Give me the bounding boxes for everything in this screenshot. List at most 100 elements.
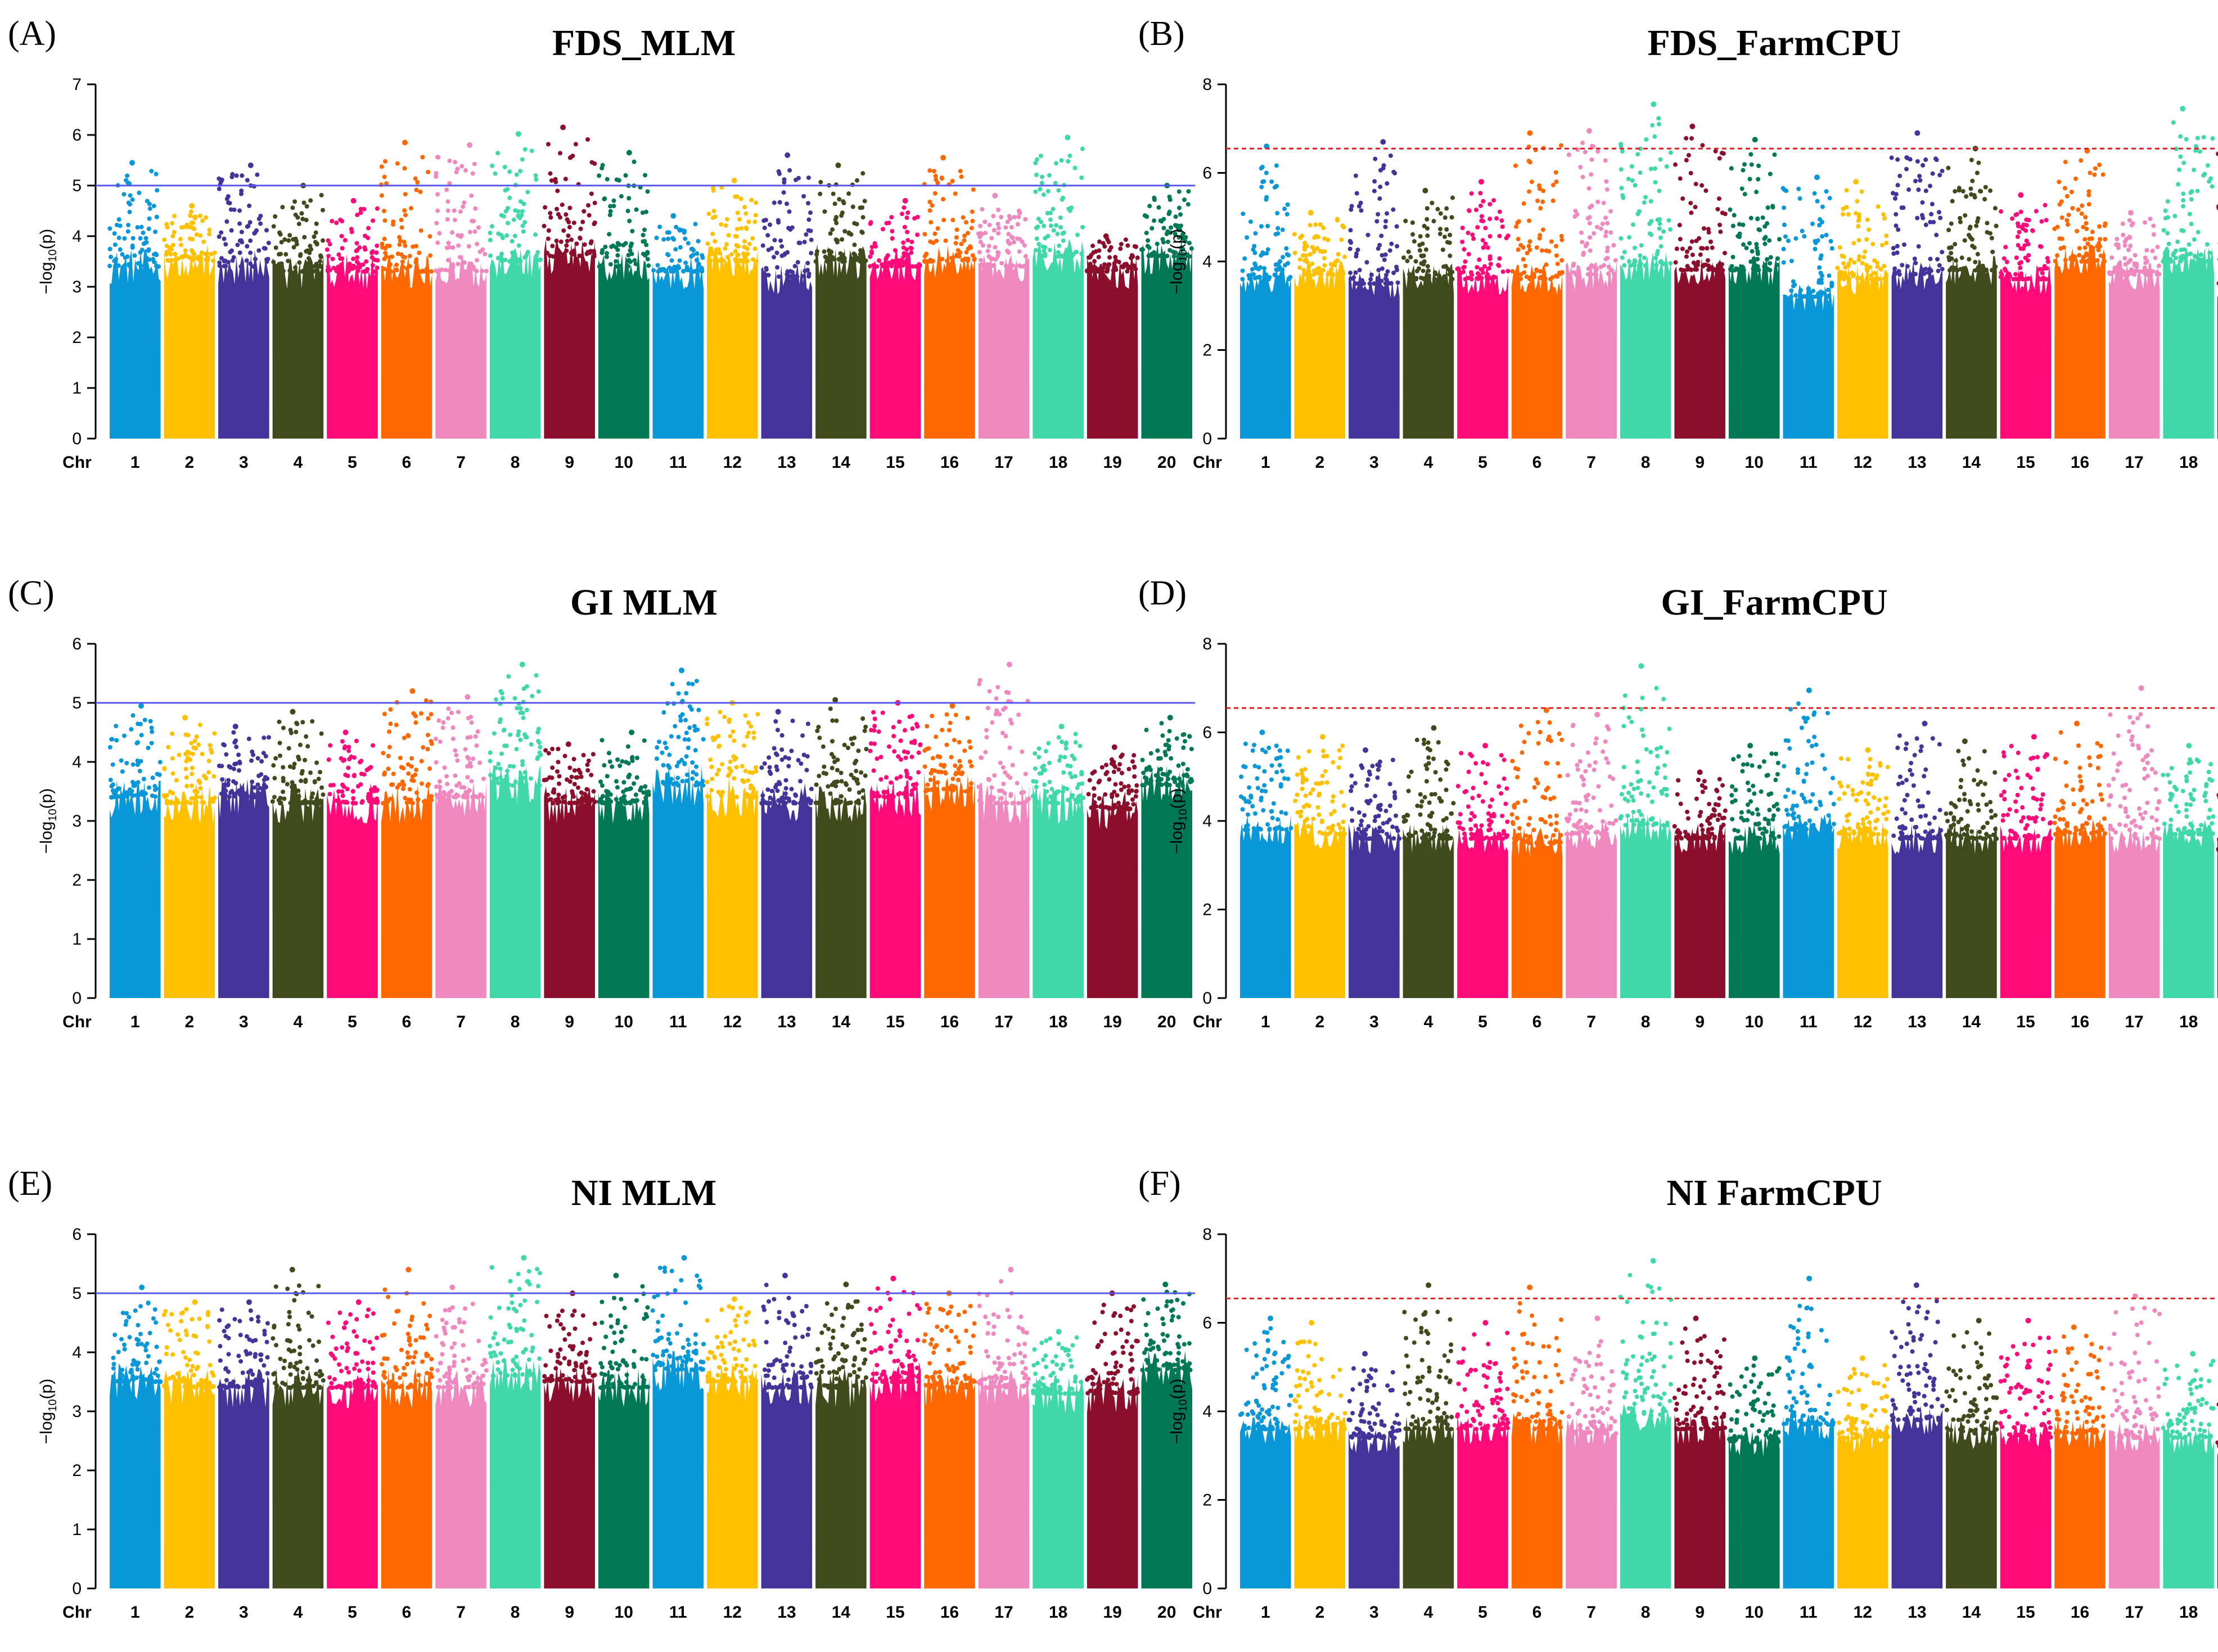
snp-point — [1187, 241, 1192, 246]
snp-point — [398, 755, 403, 760]
snp-point — [408, 206, 413, 211]
snp-point — [1155, 241, 1160, 246]
snp-point — [1078, 743, 1083, 748]
snp-point — [277, 252, 282, 257]
snp-point — [1448, 233, 1453, 237]
snp-point — [1435, 206, 1440, 211]
snp-point — [1322, 263, 1327, 268]
snp-point — [1678, 237, 1683, 242]
snp-point — [1317, 830, 1322, 835]
snp-point — [681, 269, 686, 274]
snp-point — [2161, 228, 2166, 233]
snp-point — [1301, 804, 1306, 809]
snp-point — [1478, 204, 1483, 209]
snp-point — [1480, 238, 1485, 243]
snp-point — [1110, 795, 1115, 799]
snp-point — [1147, 245, 1152, 250]
snp-point — [195, 795, 199, 800]
snp-point — [1580, 174, 1585, 179]
snp-point — [1102, 262, 1107, 267]
snp-point — [421, 745, 426, 750]
snp-point — [1717, 196, 1721, 201]
snp-point — [2137, 269, 2142, 274]
snp-point — [719, 222, 724, 227]
snp-point — [2132, 263, 2137, 268]
peak-snp-point — [350, 198, 357, 204]
snp-point — [1678, 176, 1683, 181]
snp-point — [796, 175, 801, 180]
snp-point — [1394, 224, 1399, 229]
snp-point — [2024, 223, 2029, 228]
snp-point — [142, 791, 147, 796]
snp-point — [414, 187, 419, 192]
snp-point — [1921, 163, 1926, 168]
snp-point — [989, 785, 994, 790]
snp-point — [655, 782, 660, 787]
snp-point — [1902, 242, 1906, 247]
snp-point — [1276, 261, 1281, 267]
snp-point — [1160, 733, 1165, 738]
x-tick-label: 13 — [777, 1013, 796, 1031]
snp-point — [1936, 268, 1941, 273]
snp-point — [1166, 738, 1171, 743]
snp-point — [1097, 796, 1102, 801]
chromosome-4-density — [1403, 824, 1454, 998]
snp-point — [537, 783, 542, 788]
snp-point — [1349, 204, 1354, 209]
snp-point — [2196, 229, 2201, 234]
snp-point — [296, 794, 301, 799]
snp-point — [550, 747, 555, 751]
snp-point — [1574, 272, 1579, 277]
snp-point — [237, 759, 242, 764]
snp-point — [1654, 263, 1659, 268]
snp-point — [1635, 211, 1640, 216]
snp-point — [2132, 272, 2137, 277]
snp-point — [1425, 233, 1430, 238]
snp-point — [281, 269, 286, 274]
snp-point — [2018, 209, 2023, 214]
snp-point — [1389, 241, 1394, 246]
snp-point — [471, 756, 475, 761]
snp-point — [1923, 157, 1928, 162]
snp-point — [1525, 251, 1530, 256]
snp-point — [1720, 268, 1725, 273]
snp-point — [990, 263, 995, 268]
snp-point — [1990, 250, 1995, 254]
snp-point — [832, 780, 837, 785]
snp-point — [968, 781, 973, 786]
snp-point — [281, 765, 286, 770]
x-tick-label: 18 — [2179, 453, 2198, 472]
snp-point — [716, 768, 722, 773]
snp-point — [1673, 260, 1678, 265]
peak-snp-point — [138, 703, 144, 709]
snp-point — [801, 274, 805, 279]
snp-point — [2195, 188, 2200, 193]
snp-point — [1038, 187, 1043, 192]
snp-point — [1157, 777, 1162, 782]
chromosome-19-points — [2216, 151, 2218, 439]
snp-point — [1713, 148, 1718, 154]
snp-point — [2143, 220, 2148, 225]
snp-point — [805, 268, 810, 273]
snp-point — [842, 259, 847, 264]
chromosome-10-points — [597, 150, 651, 439]
peak-snp-point — [2180, 106, 2186, 112]
snp-point — [901, 205, 907, 210]
snp-point — [2174, 255, 2179, 260]
snp-point — [690, 681, 695, 687]
peak-snp-point — [409, 688, 416, 694]
snp-point — [598, 779, 603, 784]
snp-point — [434, 268, 439, 273]
snp-point — [1081, 796, 1086, 800]
snp-point — [191, 258, 196, 263]
snp-point — [1644, 137, 1649, 142]
snp-point — [634, 798, 639, 803]
snp-point — [785, 250, 790, 255]
snp-point — [472, 229, 477, 234]
snp-point — [1450, 277, 1455, 282]
snp-point — [1104, 269, 1109, 274]
snp-point — [673, 724, 678, 729]
snp-point — [953, 241, 958, 246]
snp-point — [1042, 782, 1047, 787]
snp-point — [989, 236, 994, 241]
